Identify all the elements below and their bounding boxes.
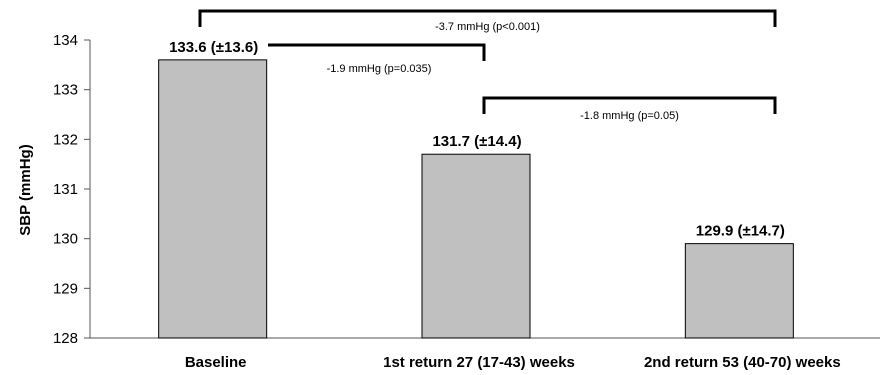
y-tick-label: 134 (53, 32, 78, 49)
comparison-bracket (482, 96, 777, 114)
y-tick-label: 130 (53, 231, 78, 248)
x-tick-label: 2nd return 53 (40-70) weeks (644, 354, 841, 371)
x-axis: Baseline 1st return 27 (17-43) weeks 2nd r… (90, 337, 880, 371)
bar (158, 59, 268, 339)
comparison-bracket (198, 9, 777, 27)
bar (421, 153, 531, 339)
y-tick-label: 132 (53, 131, 78, 148)
x-tick-label: Baseline (185, 354, 247, 371)
bar (684, 243, 794, 339)
bars: 133.6 (±13.6) 131.7 (±14.4) 129.9 (±14.7) (158, 39, 794, 339)
y-tick-label: 128 (53, 330, 78, 347)
comparison-label: -3.7 mmHg (p<0.001) (435, 21, 540, 33)
y-tick-label: 133 (53, 82, 78, 99)
y-axis-title: SBP (mmHg) (17, 144, 34, 235)
data-label: 131.7 (±14.4) (432, 133, 521, 150)
comparison-label: -1.8 mmHg (p=0.05) (580, 110, 679, 122)
y-tick-label: 129 (53, 280, 78, 297)
data-label: 133.6 (±13.6) (169, 39, 258, 56)
comparison-brackets: -3.7 mmHg (p<0.001) -1.9 mmHg (p=0.035) -1… (198, 9, 777, 122)
y-axis: 128 129 130 131 132 133 134 (53, 32, 91, 347)
comparison-bracket (268, 43, 486, 61)
comparison-label: -1.9 mmHg (p=0.035) (327, 63, 432, 75)
y-tick-label: 131 (53, 181, 78, 198)
x-tick-label: 1st return 27 (17-43) weeks (383, 354, 575, 371)
data-label: 129.9 (±14.7) (696, 223, 785, 240)
